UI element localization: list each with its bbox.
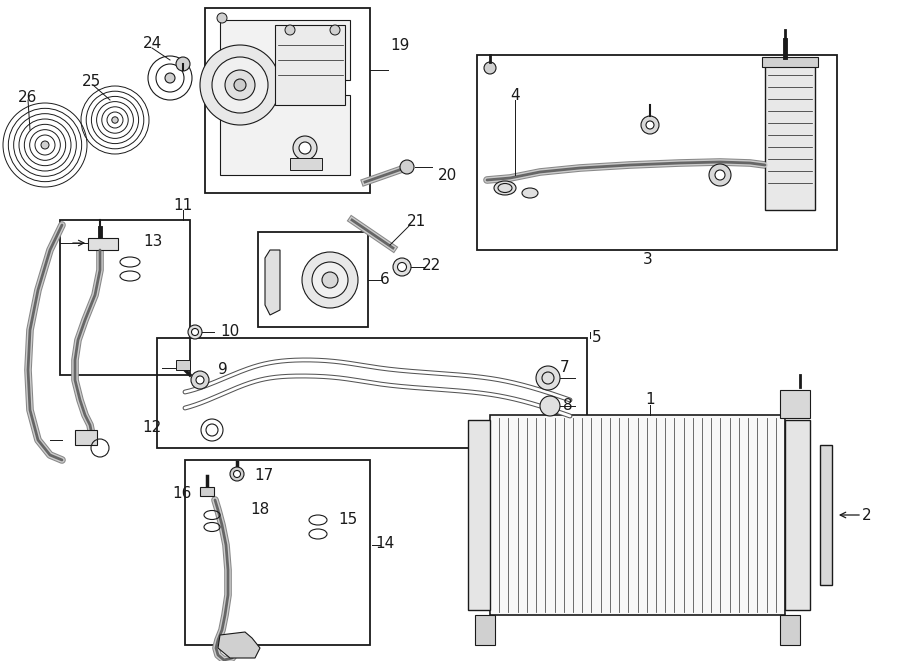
Polygon shape [290, 158, 322, 170]
Text: 15: 15 [338, 512, 357, 527]
Text: 13: 13 [143, 235, 162, 249]
Circle shape [646, 121, 654, 129]
Circle shape [302, 252, 358, 308]
Bar [205, 8, 370, 193]
Text: 11: 11 [174, 198, 193, 212]
Text: 25: 25 [82, 75, 101, 89]
Text: 17: 17 [254, 467, 274, 483]
Text: 21: 21 [407, 215, 427, 229]
Circle shape [322, 272, 338, 288]
Text: 18: 18 [250, 502, 269, 518]
Text: 9: 9 [218, 362, 228, 377]
Polygon shape [265, 250, 280, 315]
Bar [490, 415, 785, 615]
Circle shape [293, 136, 317, 160]
Bar [780, 390, 810, 418]
Bar [477, 55, 837, 250]
Text: 12: 12 [142, 420, 161, 436]
Text: 19: 19 [390, 38, 410, 52]
Circle shape [165, 73, 175, 83]
Circle shape [191, 371, 209, 389]
Bar [88, 238, 118, 250]
Circle shape [41, 141, 49, 149]
Text: 6: 6 [380, 272, 390, 288]
Bar [258, 232, 368, 327]
Circle shape [484, 62, 496, 74]
Polygon shape [220, 20, 350, 175]
Circle shape [230, 467, 244, 481]
Text: 22: 22 [422, 258, 441, 272]
Bar [765, 65, 815, 210]
Circle shape [192, 329, 199, 336]
Circle shape [176, 57, 190, 71]
Bar [275, 25, 345, 105]
Circle shape [400, 160, 414, 174]
Bar [780, 615, 800, 645]
Bar [200, 487, 214, 496]
Circle shape [212, 57, 268, 113]
Circle shape [540, 396, 560, 416]
Circle shape [312, 262, 348, 298]
Bar [176, 360, 190, 370]
Circle shape [709, 164, 731, 186]
Text: 3: 3 [644, 253, 652, 268]
Ellipse shape [522, 188, 538, 198]
Text: 8: 8 [563, 399, 572, 414]
Text: 5: 5 [592, 330, 601, 346]
Bar [60, 220, 190, 375]
Bar [157, 338, 587, 448]
Polygon shape [218, 632, 260, 658]
Text: 26: 26 [18, 89, 38, 104]
Text: 14: 14 [375, 535, 394, 551]
Text: 7: 7 [560, 360, 570, 375]
Circle shape [536, 366, 560, 390]
Bar [762, 57, 818, 67]
Text: 2: 2 [862, 508, 871, 522]
Text: 20: 20 [438, 167, 457, 182]
Circle shape [225, 70, 255, 100]
Circle shape [234, 79, 246, 91]
Text: 4: 4 [510, 87, 520, 102]
Circle shape [217, 13, 227, 23]
Circle shape [393, 258, 411, 276]
Bar [185, 460, 370, 645]
Circle shape [233, 471, 240, 477]
Text: 24: 24 [142, 36, 162, 50]
Circle shape [188, 325, 202, 339]
Circle shape [641, 116, 659, 134]
Circle shape [299, 142, 311, 154]
Circle shape [112, 117, 118, 123]
Text: 10: 10 [220, 325, 239, 340]
Circle shape [715, 170, 725, 180]
Circle shape [398, 262, 407, 272]
Bar [468, 420, 490, 610]
Circle shape [196, 376, 204, 384]
Circle shape [330, 25, 340, 35]
Text: 16: 16 [173, 486, 192, 502]
Ellipse shape [494, 181, 516, 195]
Bar [785, 420, 810, 610]
Circle shape [285, 25, 295, 35]
Circle shape [200, 45, 280, 125]
Polygon shape [75, 430, 97, 445]
Text: 1: 1 [645, 393, 655, 407]
Bar [820, 445, 832, 585]
Bar [475, 615, 495, 645]
